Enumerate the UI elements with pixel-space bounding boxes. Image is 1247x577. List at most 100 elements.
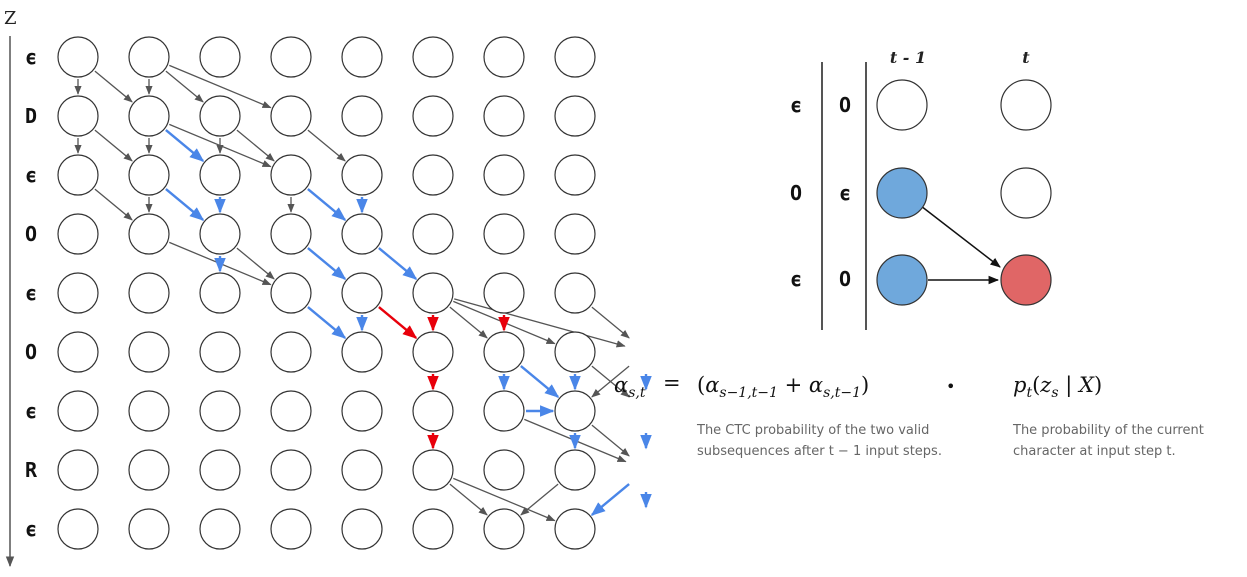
inset-node-prev-1 [876,167,928,219]
lattice-node-5-3 [270,331,312,373]
lattice-node-5-4 [341,331,383,373]
lattice-edge-gray-7 [169,64,272,109]
lattice-node-4-0 [57,272,99,314]
lattice-node-3-4 [341,213,383,255]
lattice-node-7-6 [483,449,525,491]
note-left-line-2: subsequences after t − 1 input steps. [697,444,942,459]
equation-sum-term: (αs−1,t−1 + αs,t−1) [697,373,869,401]
lattice-edge-gray-3 [94,129,133,162]
lattice-row-labels: ϵ Dϵ Oϵ Oϵ Rϵ [25,45,38,541]
lattice-node-2-1 [128,154,170,196]
lattice-node-0-3 [270,36,312,78]
recurrence-inset: t - 1 t ϵ O ϵ O ϵ O [790,48,1052,330]
lattice-edge-gray-14 [236,129,275,162]
lattice-node-6-3 [270,390,312,432]
equation-prob-term: pt(zs | X) [1013,373,1102,401]
lattice-node-5-5 [412,331,454,373]
inset-node-prev-2 [876,254,928,306]
lattice-node-5-0 [57,331,99,373]
lattice-node-1-4 [341,95,383,137]
lattice-node-3-5 [412,213,454,255]
lattice-node-1-5 [412,95,454,137]
inset-col-label-cur: t [1022,48,1030,67]
lattice-node-4-1 [128,272,170,314]
lattice-node-8-3 [270,508,312,550]
lattice-node-5-2 [199,331,241,373]
inset-node-cur-2 [1000,254,1052,306]
lattice-node-2-3 [270,154,312,196]
lattice-nodes [57,36,596,550]
lattice-node-8-0 [57,508,99,550]
lattice-node-0-0 [57,36,99,78]
lattice-node-8-6 [483,508,525,550]
lattice-node-0-7 [554,36,596,78]
lattice-row-label-8: ϵ [25,517,37,541]
lattice-node-7-1 [128,449,170,491]
lattice-node-1-1 [128,95,170,137]
lattice-node-8-7 [554,508,596,550]
equation-equals: = [663,371,681,395]
lattice-row-label-6: ϵ [25,399,37,423]
lattice-node-4-2 [199,272,241,314]
lattice-edge-blue-7 [378,247,418,280]
lattice-row-label-4: ϵ [25,281,37,305]
lattice-node-4-6 [483,272,525,314]
lattice-node-2-7 [554,154,596,196]
note-right: The probability of the current character… [1013,420,1204,462]
lattice-edge-gray-32 [591,365,630,398]
lattice-edge-gray-21 [449,306,488,339]
lattice-node-8-2 [199,508,241,550]
inset-arrow-diagonal [920,205,1001,268]
lattice-node-6-1 [128,390,170,432]
note-right-line-2: character at input step t. [1013,444,1176,459]
lattice-edge-blue-2 [165,188,205,221]
lattice-node-0-4 [341,36,383,78]
inset-mid-label-2: O [839,267,851,291]
lattice-row-label-1: D [25,104,37,128]
lattice-node-0-6 [483,36,525,78]
lattice-edge-blue-0 [165,129,205,162]
lattice-node-3-3 [270,213,312,255]
lattice-edge-gray-24 [449,483,488,516]
inset-left-label-2: ϵ [790,267,802,291]
lattice-node-0-2 [199,36,241,78]
lattice-row-label-2: ϵ [25,163,37,187]
lattice-edge-gray-25 [453,477,556,522]
lattice-node-8-5 [412,508,454,550]
note-left: The CTC probability of the two valid sub… [697,420,942,462]
lattice-node-6-6 [483,390,525,432]
lattice-node-5-1 [128,331,170,373]
lattice-node-1-6 [483,95,525,137]
lattice-node-1-7 [554,95,596,137]
lattice-node-6-5 [412,390,454,432]
lattice-node-5-7 [554,331,596,373]
lattice-edge-gray-28 [591,306,630,339]
lattice-node-6-7 [554,390,596,432]
lattice-node-8-1 [128,508,170,550]
lattice-node-1-3 [270,95,312,137]
z-axis-label: Z [4,8,17,29]
equation-lhs: αs,t [614,373,646,401]
lattice-node-7-4 [341,449,383,491]
inset-left-label-1: O [790,181,802,205]
lattice-node-6-0 [57,390,99,432]
lattice-node-3-7 [554,213,596,255]
lattice-edge-blue-8 [307,306,347,339]
lattice-node-5-6 [483,331,525,373]
lattice-node-7-0 [57,449,99,491]
lattice-node-7-7 [554,449,596,491]
lattice-node-6-4 [341,390,383,432]
lattice-node-3-2 [199,213,241,255]
inset-node-cur-1 [1000,167,1052,219]
lattice-node-4-3 [270,272,312,314]
lattice-row-label-3: O [25,222,37,246]
lattice-edges [74,64,652,522]
lattice-edge-gray-4 [94,188,133,221]
lattice-node-3-6 [483,213,525,255]
lattice-edge-blue-5 [307,188,347,221]
lattice-edge-gray-15 [236,247,275,280]
lattice-node-2-2 [199,154,241,196]
lattice-edge-gray-30 [591,424,630,457]
note-left-line-1: The CTC probability of the two valid [697,423,930,438]
